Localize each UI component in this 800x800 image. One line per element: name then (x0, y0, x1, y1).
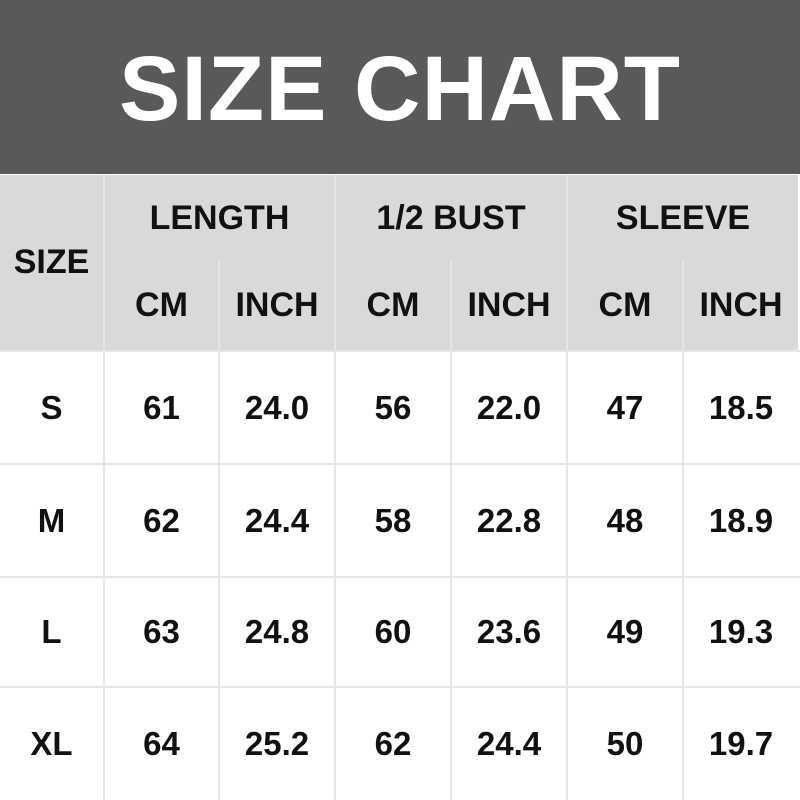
column-divider (682, 261, 684, 800)
table-cell: 48 (568, 465, 682, 576)
table-cell: 19.7 (684, 688, 798, 800)
column-divider (566, 175, 568, 800)
table-cell: 56 (336, 352, 450, 463)
row-divider (0, 686, 800, 688)
table-cell: 61 (105, 352, 218, 463)
header-unit: CM (105, 261, 218, 350)
table-cell: 23.6 (452, 578, 566, 686)
table-cell: 58 (336, 465, 450, 576)
table-cell: 24.4 (220, 465, 334, 576)
table-cell: 22.8 (452, 465, 566, 576)
header-unit: INCH (452, 261, 566, 350)
header-unit: CM (336, 261, 450, 350)
table-cell: 19.3 (684, 578, 798, 686)
table-cell: 18.5 (684, 352, 798, 463)
table-cell: 24.8 (220, 578, 334, 686)
header-unit: INCH (220, 261, 334, 350)
row-divider (0, 463, 800, 465)
table-cell: 24.0 (220, 352, 334, 463)
table-cell: 25.2 (220, 688, 334, 800)
table-cell: 18.9 (684, 465, 798, 576)
title-band: SIZE CHART (0, 0, 800, 174)
table-cell: 22.0 (452, 352, 566, 463)
header-unit: INCH (684, 261, 798, 350)
column-divider (218, 261, 220, 800)
column-divider (103, 175, 105, 800)
page-title: SIZE CHART (119, 37, 681, 140)
row-size: M (0, 465, 103, 576)
row-size: S (0, 352, 103, 463)
column-divider (450, 261, 452, 800)
table-cell: 49 (568, 578, 682, 686)
header-group: LENGTH (105, 175, 334, 261)
table-cell: 62 (105, 465, 218, 576)
table-cell: 63 (105, 578, 218, 686)
table-cell: 62 (336, 688, 450, 800)
table-cell: 47 (568, 352, 682, 463)
column-divider (334, 175, 336, 800)
row-divider (0, 576, 800, 578)
header-group: 1/2 BUST (336, 175, 566, 261)
header-unit: CM (568, 261, 682, 350)
header-size: SIZE (0, 175, 103, 350)
row-divider (0, 350, 800, 352)
row-size: L (0, 578, 103, 686)
table-cell: 50 (568, 688, 682, 800)
table-cell: 24.4 (452, 688, 566, 800)
header-group: SLEEVE (568, 175, 798, 261)
table-cell: 64 (105, 688, 218, 800)
row-size: XL (0, 688, 103, 800)
table-cell: 60 (336, 578, 450, 686)
